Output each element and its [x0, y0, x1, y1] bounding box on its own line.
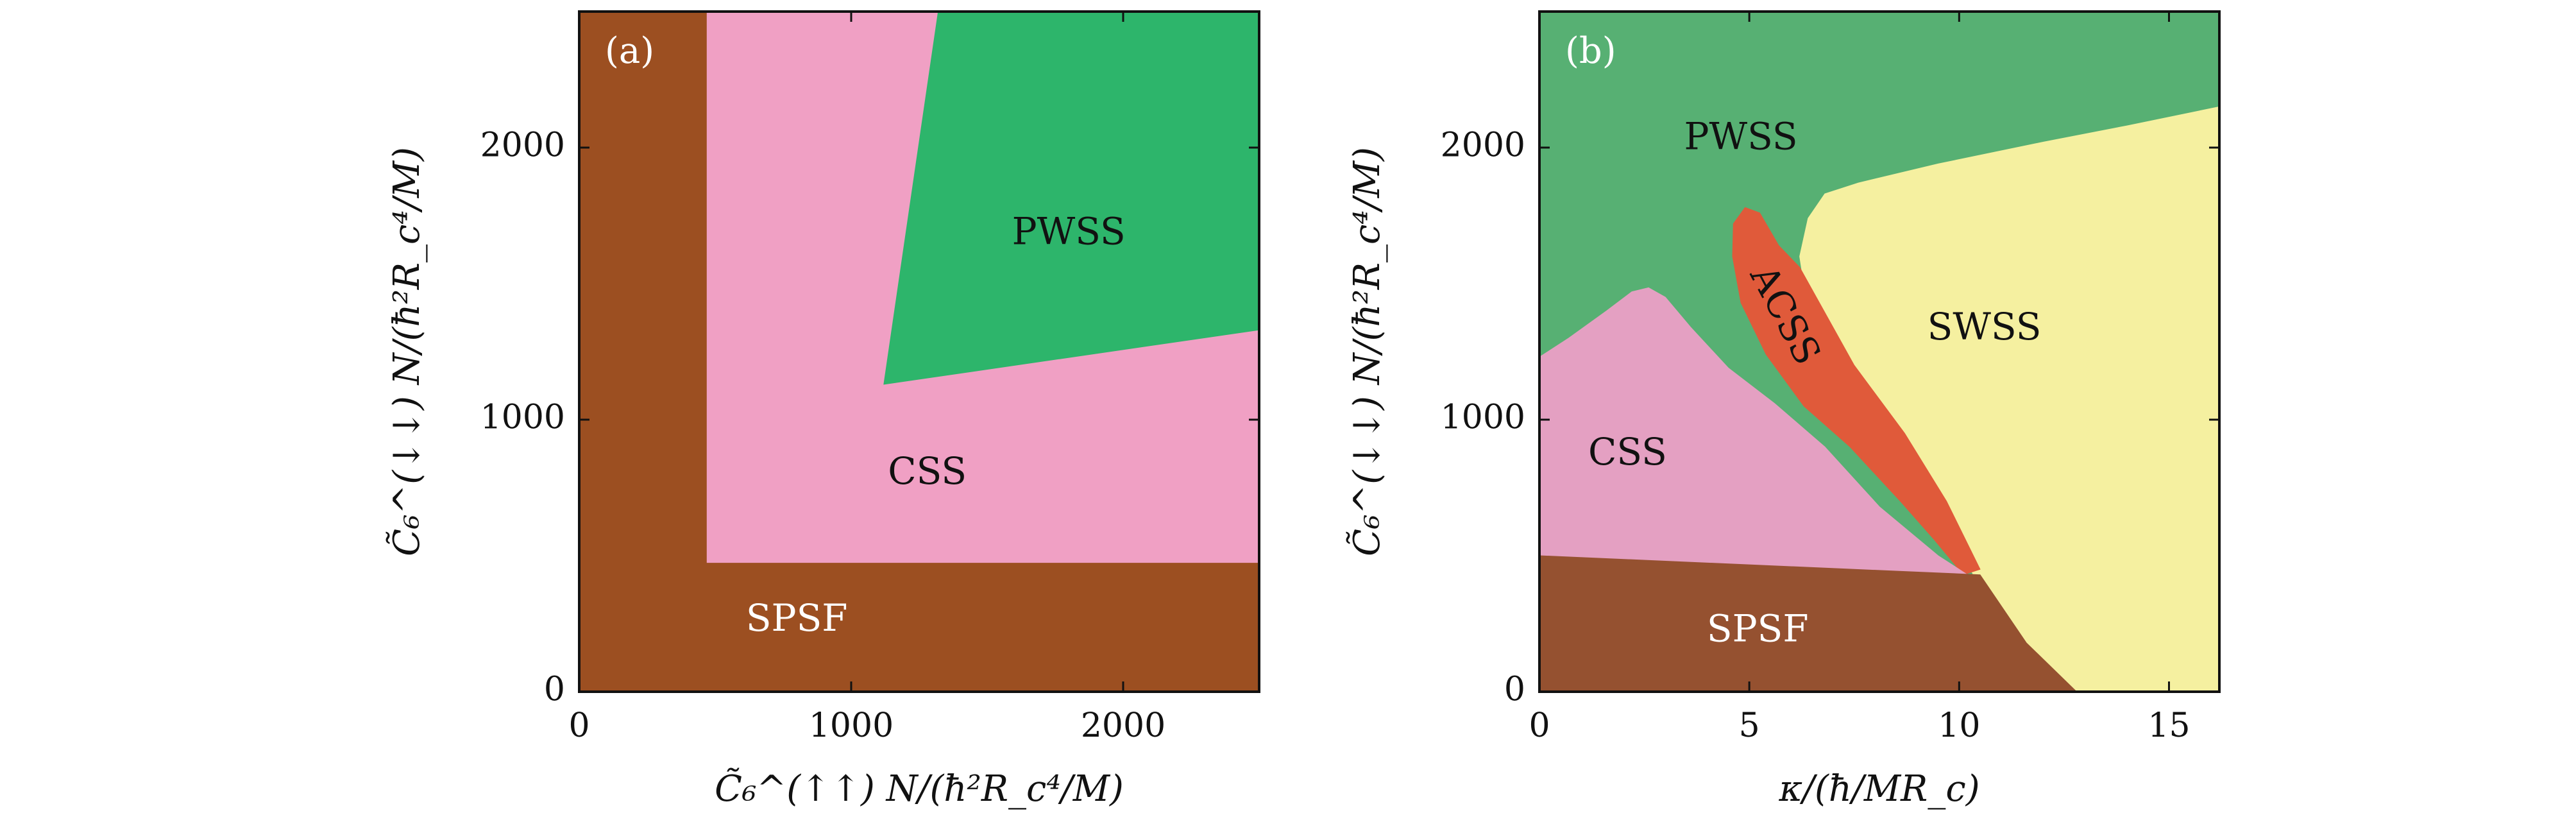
region-spsf — [1539, 555, 2078, 692]
y-tick-label: 1000 — [480, 398, 565, 437]
region-label-css: CSS — [1588, 430, 1667, 474]
panel-tag: (b) — [1565, 30, 1616, 72]
x-tick-label: 10 — [1938, 706, 1980, 745]
x-tick-label: 0 — [568, 706, 589, 745]
y-tick-label: 1000 — [1441, 398, 1525, 437]
x-tick-label: 2000 — [1081, 706, 1165, 745]
y-axis-label: C̃₆^(↓↓) N/(ħ²R_c⁴/M) — [386, 147, 428, 556]
region-label-pwss: PWSS — [1012, 210, 1126, 253]
region-label-spsf: SPSF — [1707, 607, 1809, 651]
regions — [579, 12, 1259, 692]
y-axis-label: C̃₆^(↓↓) N/(ħ²R_c⁴/M) — [1346, 147, 1388, 556]
panel-tag: (a) — [605, 30, 654, 72]
x-tick-label: 5 — [1739, 706, 1760, 745]
region-label-spsf: SPSF — [746, 596, 848, 640]
region-label-pwss: PWSS — [1684, 114, 1798, 158]
y-tick-label: 2000 — [1441, 126, 1525, 165]
y-tick-label: 0 — [544, 671, 565, 709]
x-axis-label: κ/(ħ/MR_c) — [1778, 768, 1979, 810]
plot-frame — [1538, 10, 2221, 693]
x-axis-label: C̃₆^(↑↑) N/(ħ²R_c⁴/M) — [715, 767, 1124, 810]
region-label-css: CSS — [888, 449, 967, 493]
x-tick-label: 0 — [1529, 706, 1550, 745]
regions — [1539, 12, 2219, 692]
region-label-swss: SWSS — [1928, 305, 2042, 348]
region-pwss — [883, 12, 1259, 385]
y-tick-label: 2000 — [480, 126, 565, 165]
region-css — [1539, 287, 1969, 576]
plot-frame — [578, 10, 1260, 693]
y-tick-label: 0 — [1504, 671, 1525, 709]
panel-a: SPSF CSS PWSS (a) 0 1000 2000 0 1000 2000 C̃₆^(↑↑)… — [386, 10, 1260, 810]
x-tick-label: 15 — [2148, 706, 2190, 745]
region-acss — [1732, 207, 1981, 576]
x-tick-label: 1000 — [809, 706, 894, 745]
